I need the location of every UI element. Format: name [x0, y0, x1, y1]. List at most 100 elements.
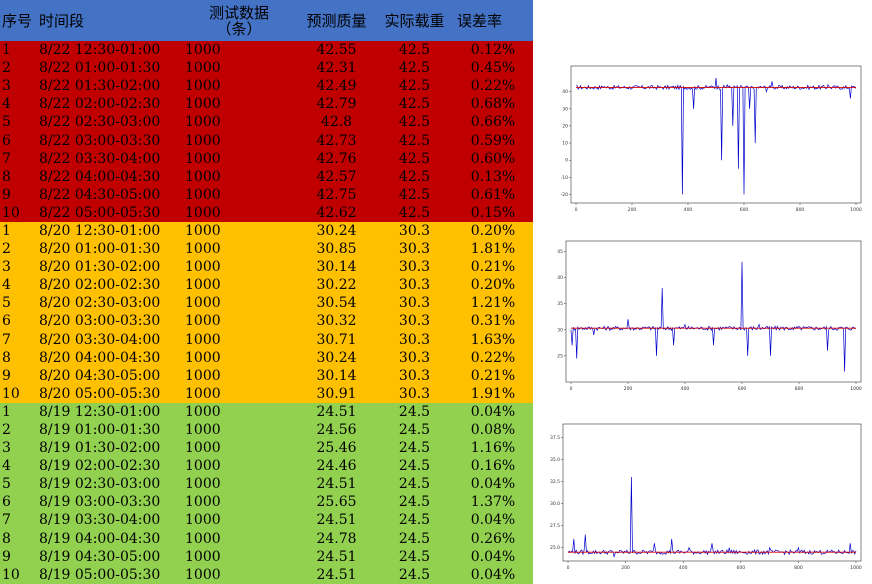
- cell-count: 1000: [181, 131, 297, 150]
- cell-period: 8/22 04:00-04:30: [35, 167, 181, 186]
- plot-frame: [562, 423, 862, 562]
- cell-error: 0.13%: [453, 167, 533, 186]
- cell-actual: 30.3: [376, 348, 453, 367]
- chart-1: 0 200 400 600 800 1000 -20 -10 0 10 20 30 40: [556, 62, 865, 214]
- cell-error: 0.20%: [453, 276, 533, 295]
- cell-actual: 30.3: [376, 366, 453, 385]
- y-tick-label: 35.0: [550, 457, 560, 463]
- cell-seq: 2: [0, 59, 35, 78]
- cell-error: 0.61%: [453, 185, 533, 204]
- cell-predicted: 30.91: [297, 384, 376, 403]
- table-row: 4 8/20 02:00-02:30 1000 30.22 30.3 0.20%: [0, 276, 533, 295]
- y-tick-label: 25: [557, 353, 563, 359]
- y-tick-label: 40: [562, 89, 568, 95]
- cell-count: 1000: [181, 475, 297, 494]
- table-row: 3 8/19 01:30-02:00 1000 25.46 24.5 1.16%: [0, 439, 533, 458]
- x-tick-label: 600: [740, 207, 749, 213]
- cell-seq: 6: [0, 493, 35, 512]
- cell-period: 8/20 02:00-02:30: [35, 276, 181, 295]
- y-tick-label: 30: [557, 327, 563, 333]
- cell-error: 0.59%: [453, 131, 533, 150]
- cell-predicted: 30.22: [297, 276, 376, 295]
- cell-actual: 42.5: [376, 185, 453, 204]
- table-row: 1 8/19 12:30-01:00 1000 24.51 24.5 0.04%: [0, 402, 533, 421]
- y-tick-label: 37.5: [550, 435, 560, 441]
- cell-predicted: 25.46: [297, 439, 376, 458]
- table-row: 4 8/22 02:00-02:30 1000 42.79 42.5 0.68%: [0, 95, 533, 114]
- cell-seq: 2: [0, 240, 35, 259]
- cell-predicted: 42.73: [297, 131, 376, 150]
- cell-period: 8/19 03:00-03:30: [35, 493, 181, 512]
- cell-actual: 30.3: [376, 294, 453, 313]
- cell-error: 1.21%: [453, 294, 533, 313]
- cell-error: 0.66%: [453, 113, 533, 132]
- cell-error: 0.45%: [453, 59, 533, 78]
- cell-predicted: 25.65: [297, 493, 376, 512]
- table-row: 5 8/19 02:30-03:00 1000 24.51 24.5 0.04%: [0, 475, 533, 494]
- cell-error: 0.68%: [453, 95, 533, 114]
- cell-actual: 42.5: [376, 59, 453, 78]
- x-tick-label: 1000: [850, 207, 862, 213]
- cell-period: 8/19 04:00-04:30: [35, 529, 181, 548]
- cell-period: 8/20 04:30-05:00: [35, 366, 181, 385]
- cell-seq: 8: [0, 529, 35, 548]
- cell-error: 0.26%: [453, 529, 533, 548]
- cell-count: 1000: [181, 167, 297, 186]
- cell-predicted: 24.51: [297, 547, 376, 566]
- table-row: 10 8/20 05:00-05:30 1000 30.91 30.3 1.91%: [0, 384, 533, 403]
- y-tick-label: -20: [561, 192, 568, 198]
- cell-predicted: 42.62: [297, 203, 376, 222]
- y-tick-label: 0: [565, 158, 568, 164]
- cell-error: 1.91%: [453, 384, 533, 403]
- cell-predicted: 24.56: [297, 420, 376, 440]
- cell-error: 0.31%: [453, 312, 533, 331]
- cell-actual: 42.5: [376, 203, 453, 222]
- table-row: 7 8/19 03:30-04:00 1000 24.51 24.5 0.04%: [0, 511, 533, 530]
- table-row: 7 8/22 03:30-04:00 1000 42.76 42.5 0.60%: [0, 149, 533, 168]
- cell-actual: 24.5: [376, 565, 453, 584]
- cell-count: 1000: [181, 203, 297, 222]
- cell-seq: 1: [0, 221, 35, 241]
- cell-actual: 42.5: [376, 113, 453, 132]
- cell-period: 8/20 03:30-04:00: [35, 330, 181, 349]
- cell-seq: 2: [0, 420, 35, 440]
- y-tick-label: 25.0: [550, 545, 560, 551]
- cell-actual: 42.5: [376, 149, 453, 168]
- cell-error: 0.15%: [453, 203, 533, 222]
- table-row: 8 8/19 04:00-04:30 1000 24.78 24.5 0.26%: [0, 529, 533, 548]
- table-row: 8 8/22 04:00-04:30 1000 42.57 42.5 0.13%: [0, 167, 533, 186]
- cell-seq: 5: [0, 475, 35, 494]
- x-tick-label: 400: [684, 207, 693, 213]
- cell-actual: 24.5: [376, 457, 453, 476]
- cell-period: 8/22 01:30-02:00: [35, 77, 181, 96]
- cell-error: 0.22%: [453, 348, 533, 367]
- cell-period: 8/22 01:00-01:30: [35, 59, 181, 78]
- cell-count: 1000: [181, 493, 297, 512]
- cell-actual: 24.5: [376, 439, 453, 458]
- table-row: 2 8/20 01:00-01:30 1000 30.85 30.3 1.81%: [0, 240, 533, 259]
- table-row: 3 8/20 01:30-02:00 1000 30.14 30.3 0.21%: [0, 258, 533, 277]
- cell-error: 0.20%: [453, 221, 533, 241]
- x-tick-label: 400: [681, 386, 690, 392]
- cell-period: 8/20 02:30-03:00: [35, 294, 181, 313]
- x-tick-label: 0: [570, 386, 573, 392]
- cell-error: 0.04%: [453, 475, 533, 494]
- y-tick-label: -10: [561, 175, 568, 181]
- cell-actual: 30.3: [376, 312, 453, 331]
- cell-period: 8/22 03:00-03:30: [35, 131, 181, 150]
- table-row: 6 8/19 03:00-03:30 1000 25.65 24.5 1.37%: [0, 493, 533, 512]
- cell-error: 0.22%: [453, 77, 533, 96]
- cell-period: 8/19 03:30-04:00: [35, 511, 181, 530]
- cell-predicted: 42.55: [297, 41, 376, 60]
- cell-count: 1000: [181, 77, 297, 96]
- y-tick-label: 10: [562, 141, 568, 147]
- cell-seq: 3: [0, 258, 35, 277]
- plot-frame: [565, 240, 862, 383]
- table-row: 1 8/20 12:30-01:00 1000 30.24 30.3 0.20%: [0, 221, 533, 241]
- cell-count: 1000: [181, 384, 297, 403]
- x-tick-label: 600: [738, 386, 747, 392]
- table-row: 7 8/20 03:30-04:00 1000 30.71 30.3 1.63%: [0, 330, 533, 349]
- cell-predicted: 24.78: [297, 529, 376, 548]
- cell-error: 0.04%: [453, 511, 533, 530]
- table-row: 9 8/22 04:30-05:00 1000 42.75 42.5 0.61%: [0, 185, 533, 204]
